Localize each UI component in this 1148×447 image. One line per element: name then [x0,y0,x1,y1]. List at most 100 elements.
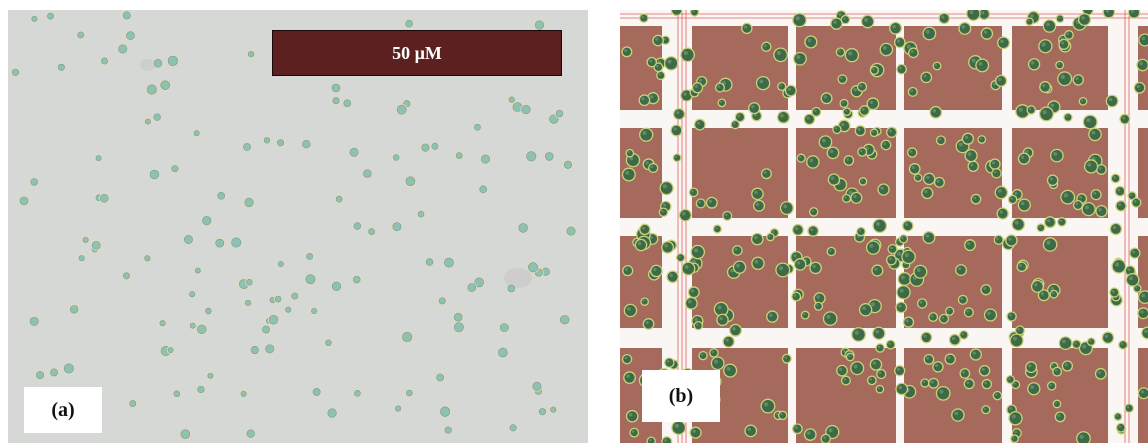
scale-bar-label: 50 µM [392,42,442,63]
cell [932,61,942,71]
cell [803,428,817,441]
cell [922,172,936,186]
cell [717,98,727,108]
cell [887,243,898,255]
cell [1141,326,1148,340]
cell [1083,159,1099,174]
cell [100,56,109,66]
cell [1027,58,1041,71]
cell [437,296,447,306]
cell [330,280,343,292]
cell [1055,60,1065,70]
cell [913,264,928,279]
cell [30,14,39,23]
cell [511,101,524,113]
cell [29,177,39,187]
micrograph-panel-a: 50 µM (a) [8,10,588,443]
cell [245,428,256,439]
cell [766,310,779,323]
cell [895,301,908,314]
cell [835,47,846,57]
cell [775,262,791,278]
cell [1109,287,1120,298]
cell [879,42,894,57]
cell [997,36,1011,50]
cell [1030,279,1044,293]
cell [117,43,129,55]
cell [813,292,826,305]
cell [875,384,885,394]
cell [923,353,935,365]
cell [46,11,55,21]
cell [1058,336,1073,351]
cell [695,198,706,209]
cell [664,357,675,368]
cell [1063,112,1073,122]
cell [230,236,243,249]
cell [773,47,788,63]
cell [1109,222,1123,236]
cell [1061,360,1073,372]
cell [659,181,674,196]
cell [958,330,969,340]
cell [1137,290,1148,305]
cell [933,176,945,188]
cell [540,266,551,277]
cell [748,102,761,115]
cell [1115,422,1126,433]
cell [170,164,180,174]
cell [841,193,852,203]
cell [994,74,1008,87]
grid-square [904,128,1002,218]
cell [1014,325,1025,336]
cell [405,388,414,398]
cell [621,167,636,182]
cell [1064,30,1074,40]
cell [906,147,918,158]
cell [920,378,930,388]
cell [77,254,86,263]
cell [1114,185,1126,197]
cell [650,264,663,278]
cell [678,208,692,222]
cell [395,103,408,116]
cell [969,348,982,361]
cell [713,301,729,317]
cell [978,364,991,377]
cell [554,108,565,119]
cell [935,135,946,146]
cell [830,17,843,30]
cell [646,56,658,68]
cell [1025,361,1038,374]
cell [145,83,158,96]
cell [273,294,283,304]
cell [621,353,633,365]
cell [443,256,455,269]
cell [698,350,708,361]
cell [832,124,842,135]
panel-label-b: (b) [642,370,720,422]
cell [777,81,787,92]
cell [262,136,271,145]
cell [646,436,656,443]
cell [761,41,772,52]
cell [1058,38,1070,50]
cell [276,260,285,268]
cell [776,110,790,124]
cell [951,408,965,422]
cell [10,67,21,77]
cell [658,207,669,218]
cell [842,107,852,117]
cell [877,183,890,196]
cell [681,261,696,276]
cell [508,423,518,433]
cell [183,234,194,245]
cell [827,173,841,186]
cell [1082,114,1098,130]
cell [152,58,164,69]
cell [206,371,215,380]
cell [875,343,885,353]
cell [290,291,300,301]
cell [938,313,950,324]
cell [844,48,860,63]
